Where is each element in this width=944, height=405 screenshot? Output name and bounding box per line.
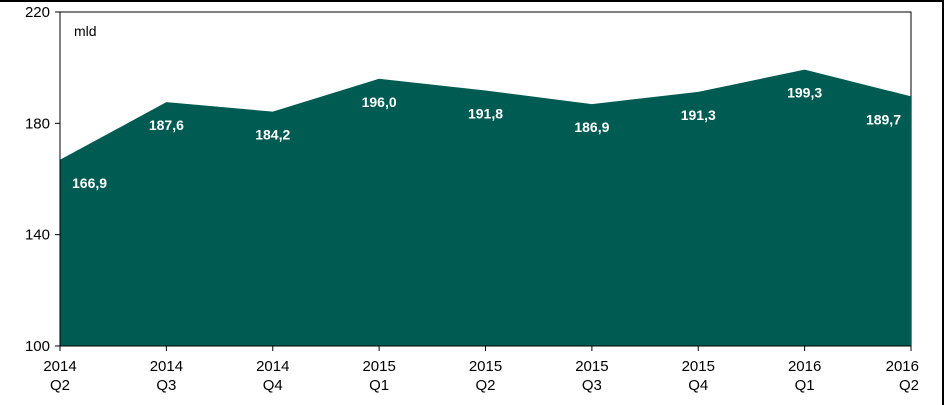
data-label: 199,3 <box>787 85 822 101</box>
x-tick-label-year: 2015 <box>575 358 608 375</box>
x-tick-label-year: 2015 <box>469 358 502 375</box>
y-tick-label: 180 <box>25 115 50 132</box>
x-tick-label-quarter: Q2 <box>50 377 70 394</box>
x-tick-label-year: 2015 <box>682 358 715 375</box>
data-label: 191,8 <box>468 105 503 121</box>
x-tick-label-quarter: Q4 <box>263 377 283 394</box>
data-label: 189,7 <box>866 111 901 127</box>
data-label: 187,6 <box>149 117 184 133</box>
data-label: 191,3 <box>681 107 716 123</box>
x-tick-label-quarter: Q4 <box>688 377 708 394</box>
unit-label: mld <box>74 23 97 39</box>
x-tick-label-year: 2016 <box>886 358 919 375</box>
data-label: 196,0 <box>362 94 397 110</box>
x-tick-label-year: 2014 <box>43 358 76 375</box>
y-tick-label: 100 <box>25 338 50 355</box>
x-tick-label-year: 2014 <box>256 358 289 375</box>
data-label: 166,9 <box>72 175 107 191</box>
x-tick-label-quarter: Q1 <box>369 377 389 394</box>
y-tick-label: 140 <box>25 227 50 244</box>
x-tick-label-quarter: Q1 <box>795 377 815 394</box>
x-tick-label-year: 2016 <box>788 358 821 375</box>
x-tick-label-quarter: Q2 <box>475 377 495 394</box>
area-series <box>60 69 911 347</box>
x-tick-label-quarter: Q3 <box>156 377 176 394</box>
x-tick-label-year: 2014 <box>150 358 183 375</box>
x-tick-label-year: 2015 <box>362 358 395 375</box>
x-tick-label-quarter: Q3 <box>582 377 602 394</box>
y-tick-label: 220 <box>25 4 50 21</box>
x-tick-label-quarter: Q2 <box>899 377 919 394</box>
data-label: 184,2 <box>255 127 290 143</box>
data-label: 186,9 <box>574 119 609 135</box>
